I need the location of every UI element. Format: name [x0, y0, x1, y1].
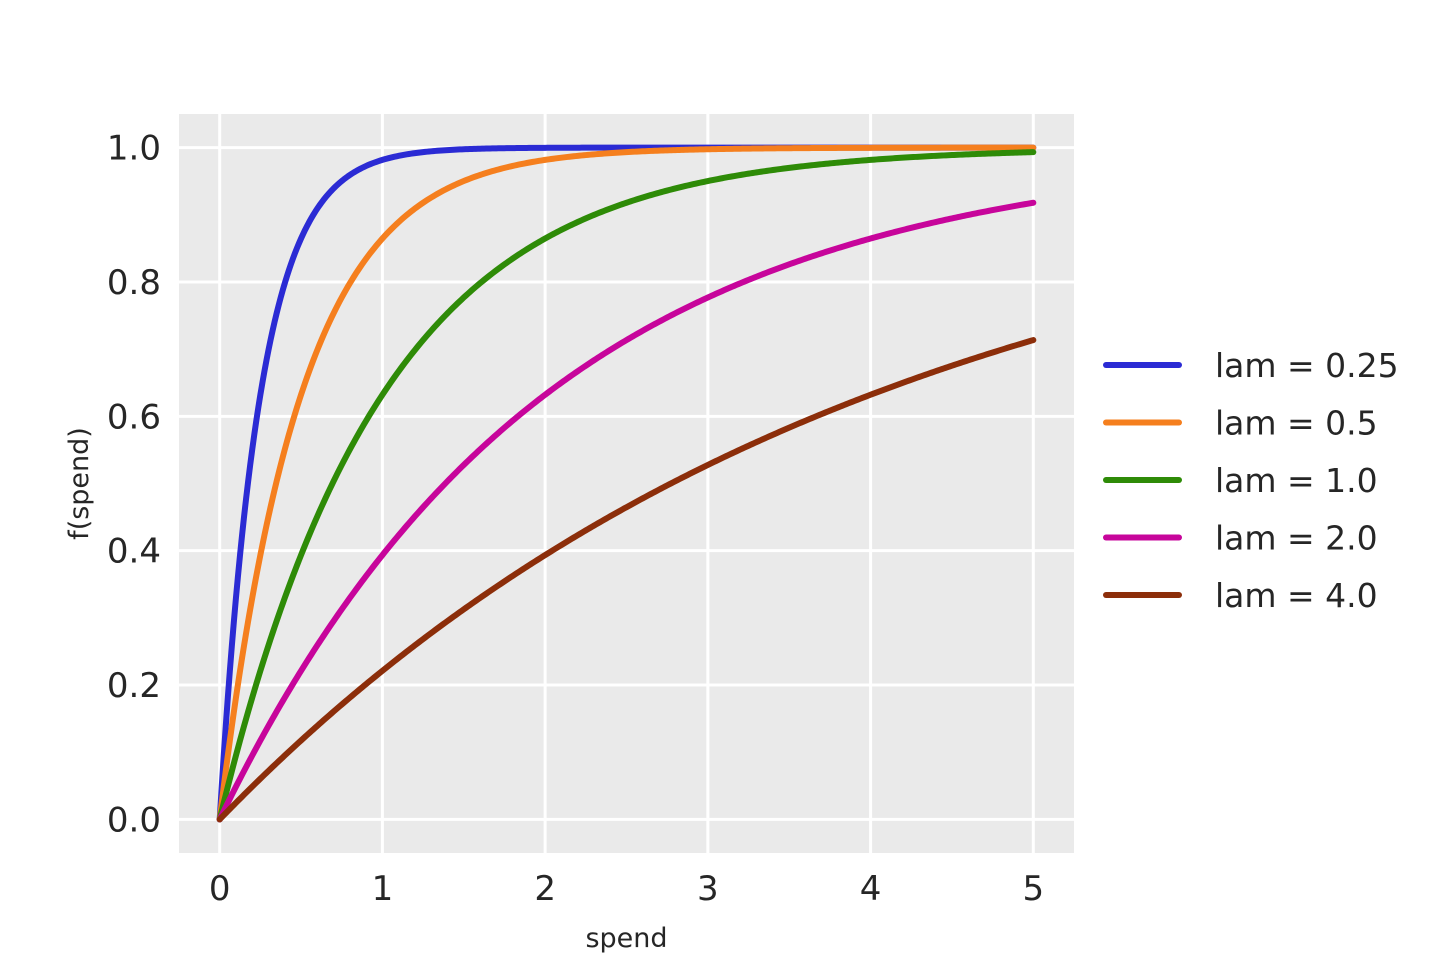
- series-line-4: [216, 337, 1037, 823]
- y-tick-labels: 0.0 0.2 0.4 0.6 0.8 1.0: [107, 129, 161, 841]
- series-line-2: [216, 149, 1037, 823]
- x-tick-labels: 0 1 2 3 4 5: [209, 869, 1044, 909]
- legend-label-1: lam = 0.5: [1215, 404, 1378, 443]
- y-tick-label-5: 1.0: [107, 129, 161, 169]
- legend-label-2: lam = 1.0: [1215, 461, 1378, 500]
- legend-label-3: lam = 2.0: [1215, 519, 1378, 558]
- x-axis-title: spend: [585, 923, 667, 954]
- legend-label-4: lam = 4.0: [1215, 576, 1378, 615]
- series-group: [216, 144, 1037, 823]
- y-tick-label-2: 0.4: [107, 532, 161, 572]
- x-tick-label-0: 0: [209, 869, 231, 909]
- x-tick-label-1: 1: [372, 869, 394, 909]
- y-tick-label-4: 0.8: [107, 263, 161, 303]
- x-tick-label-5: 5: [1022, 869, 1044, 909]
- y-tick-label-3: 0.6: [107, 397, 161, 437]
- y-axis-title: f(spend): [64, 427, 95, 540]
- plot-area-background: [179, 114, 1074, 853]
- x-tick-label-3: 3: [697, 869, 719, 909]
- y-tick-label-1: 0.2: [107, 666, 161, 706]
- series-line-3: [216, 199, 1037, 823]
- x-tick-label-4: 4: [860, 869, 882, 909]
- x-tick-label-2: 2: [534, 869, 556, 909]
- legend-label-0: lam = 0.25: [1215, 346, 1399, 385]
- legend: lam = 0.25 lam = 0.5 lam = 1.0 lam = 2.0 lam…: [1103, 346, 1399, 615]
- y-tick-label-0: 0.0: [107, 800, 161, 840]
- series-line-1: [216, 144, 1037, 823]
